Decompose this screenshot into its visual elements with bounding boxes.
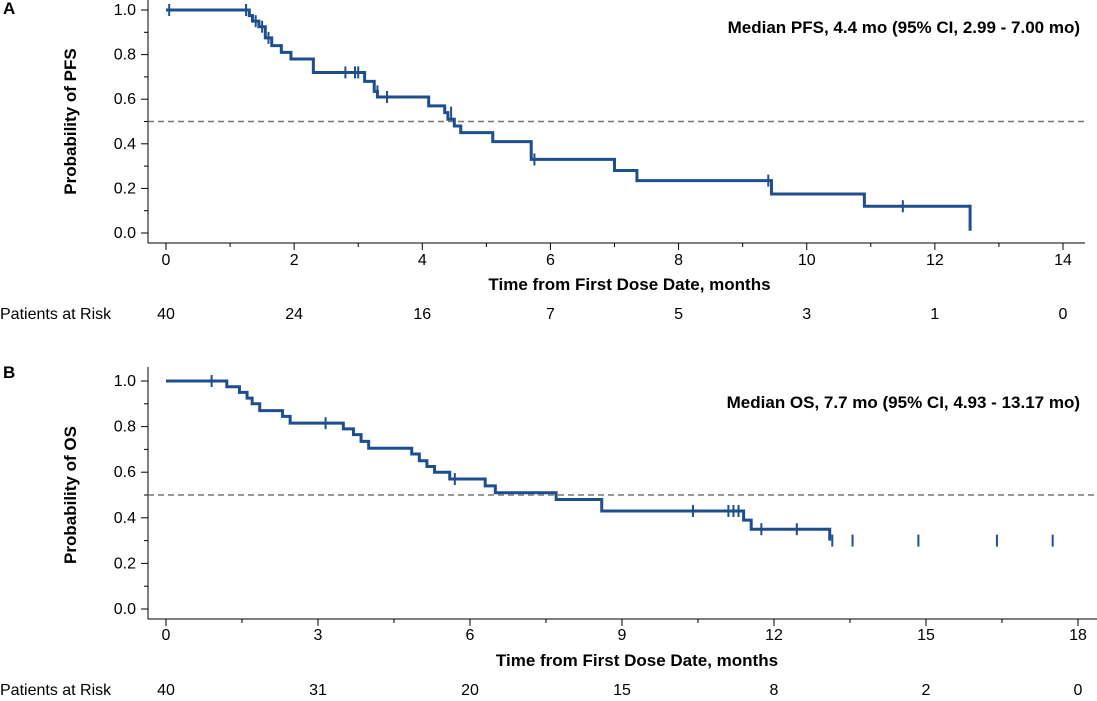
y-tick-label: 0.2 — [114, 180, 136, 197]
y-tick-label: 0.8 — [114, 419, 136, 436]
risk-count: 15 — [613, 682, 631, 699]
panel-label: A — [3, 0, 15, 18]
y-tick-label: 0.4 — [114, 510, 136, 527]
x-tick-label: 8 — [674, 252, 683, 269]
y-tick-label: 0.8 — [114, 47, 136, 64]
risk-count: 40 — [157, 682, 175, 699]
y-tick-label: 0.4 — [114, 136, 136, 153]
median-annotation: Median PFS, 4.4 mo (95% CI, 2.99 - 7.00 … — [728, 18, 1080, 37]
risk-count: 2 — [922, 682, 931, 699]
x-tick-label: 6 — [546, 252, 555, 269]
x-tick-label: 6 — [466, 627, 475, 644]
risk-count: 31 — [309, 682, 327, 699]
risk-count: 3 — [802, 306, 811, 323]
y-tick-label: 0.6 — [114, 464, 136, 481]
median-annotation: Median OS, 7.7 mo (95% CI, 4.93 - 13.17 … — [727, 393, 1080, 412]
y-axis-title: Probability of PFS — [61, 48, 80, 194]
x-tick-label: 10 — [798, 252, 816, 269]
risk-count: 1 — [930, 306, 939, 323]
survival-curve — [166, 379, 832, 541]
y-tick-label: 0.2 — [114, 555, 136, 572]
panel-label: B — [3, 363, 15, 382]
y-tick-label: 0.6 — [114, 91, 136, 108]
survival-curve — [166, 8, 972, 231]
y-tick-label: 0.0 — [114, 601, 136, 618]
risk-count: 24 — [285, 306, 303, 323]
risk-count: 16 — [413, 306, 431, 323]
risk-count: 7 — [546, 306, 555, 323]
x-tick-label: 9 — [618, 627, 627, 644]
x-axis-title: Time from First Dose Date, months — [496, 651, 778, 670]
x-tick-label: 18 — [1069, 627, 1087, 644]
risk-count: 40 — [157, 306, 175, 323]
y-tick-label: 1.0 — [114, 2, 136, 19]
x-axis-title: Time from First Dose Date, months — [488, 275, 770, 294]
x-tick-label: 4 — [418, 252, 427, 269]
x-tick-label: 0 — [162, 252, 171, 269]
y-axis-title: Probability of OS — [61, 426, 80, 564]
y-tick-label: 0.0 — [114, 225, 136, 242]
x-tick-label: 0 — [162, 627, 171, 644]
x-tick-label: 3 — [314, 627, 323, 644]
risk-count: 0 — [1059, 306, 1068, 323]
risk-count: 0 — [1074, 682, 1083, 699]
x-tick-label: 12 — [926, 252, 944, 269]
risk-table-label: Patients at Risk — [0, 682, 112, 699]
y-tick-label: 1.0 — [114, 373, 136, 390]
risk-count: 8 — [770, 682, 779, 699]
x-tick-label: 15 — [917, 627, 935, 644]
risk-table-label: Patients at Risk — [0, 306, 112, 323]
x-tick-label: 12 — [765, 627, 783, 644]
panel-b: B 0.0 0.2 0.4 0.6 0.8 1.0 0 3 6 9 12 15 18 Time from F… — [0, 363, 1097, 699]
x-tick-label: 2 — [290, 252, 299, 269]
risk-count: 5 — [674, 306, 683, 323]
risk-count: 20 — [461, 682, 479, 699]
x-tick-label: 14 — [1054, 252, 1072, 269]
